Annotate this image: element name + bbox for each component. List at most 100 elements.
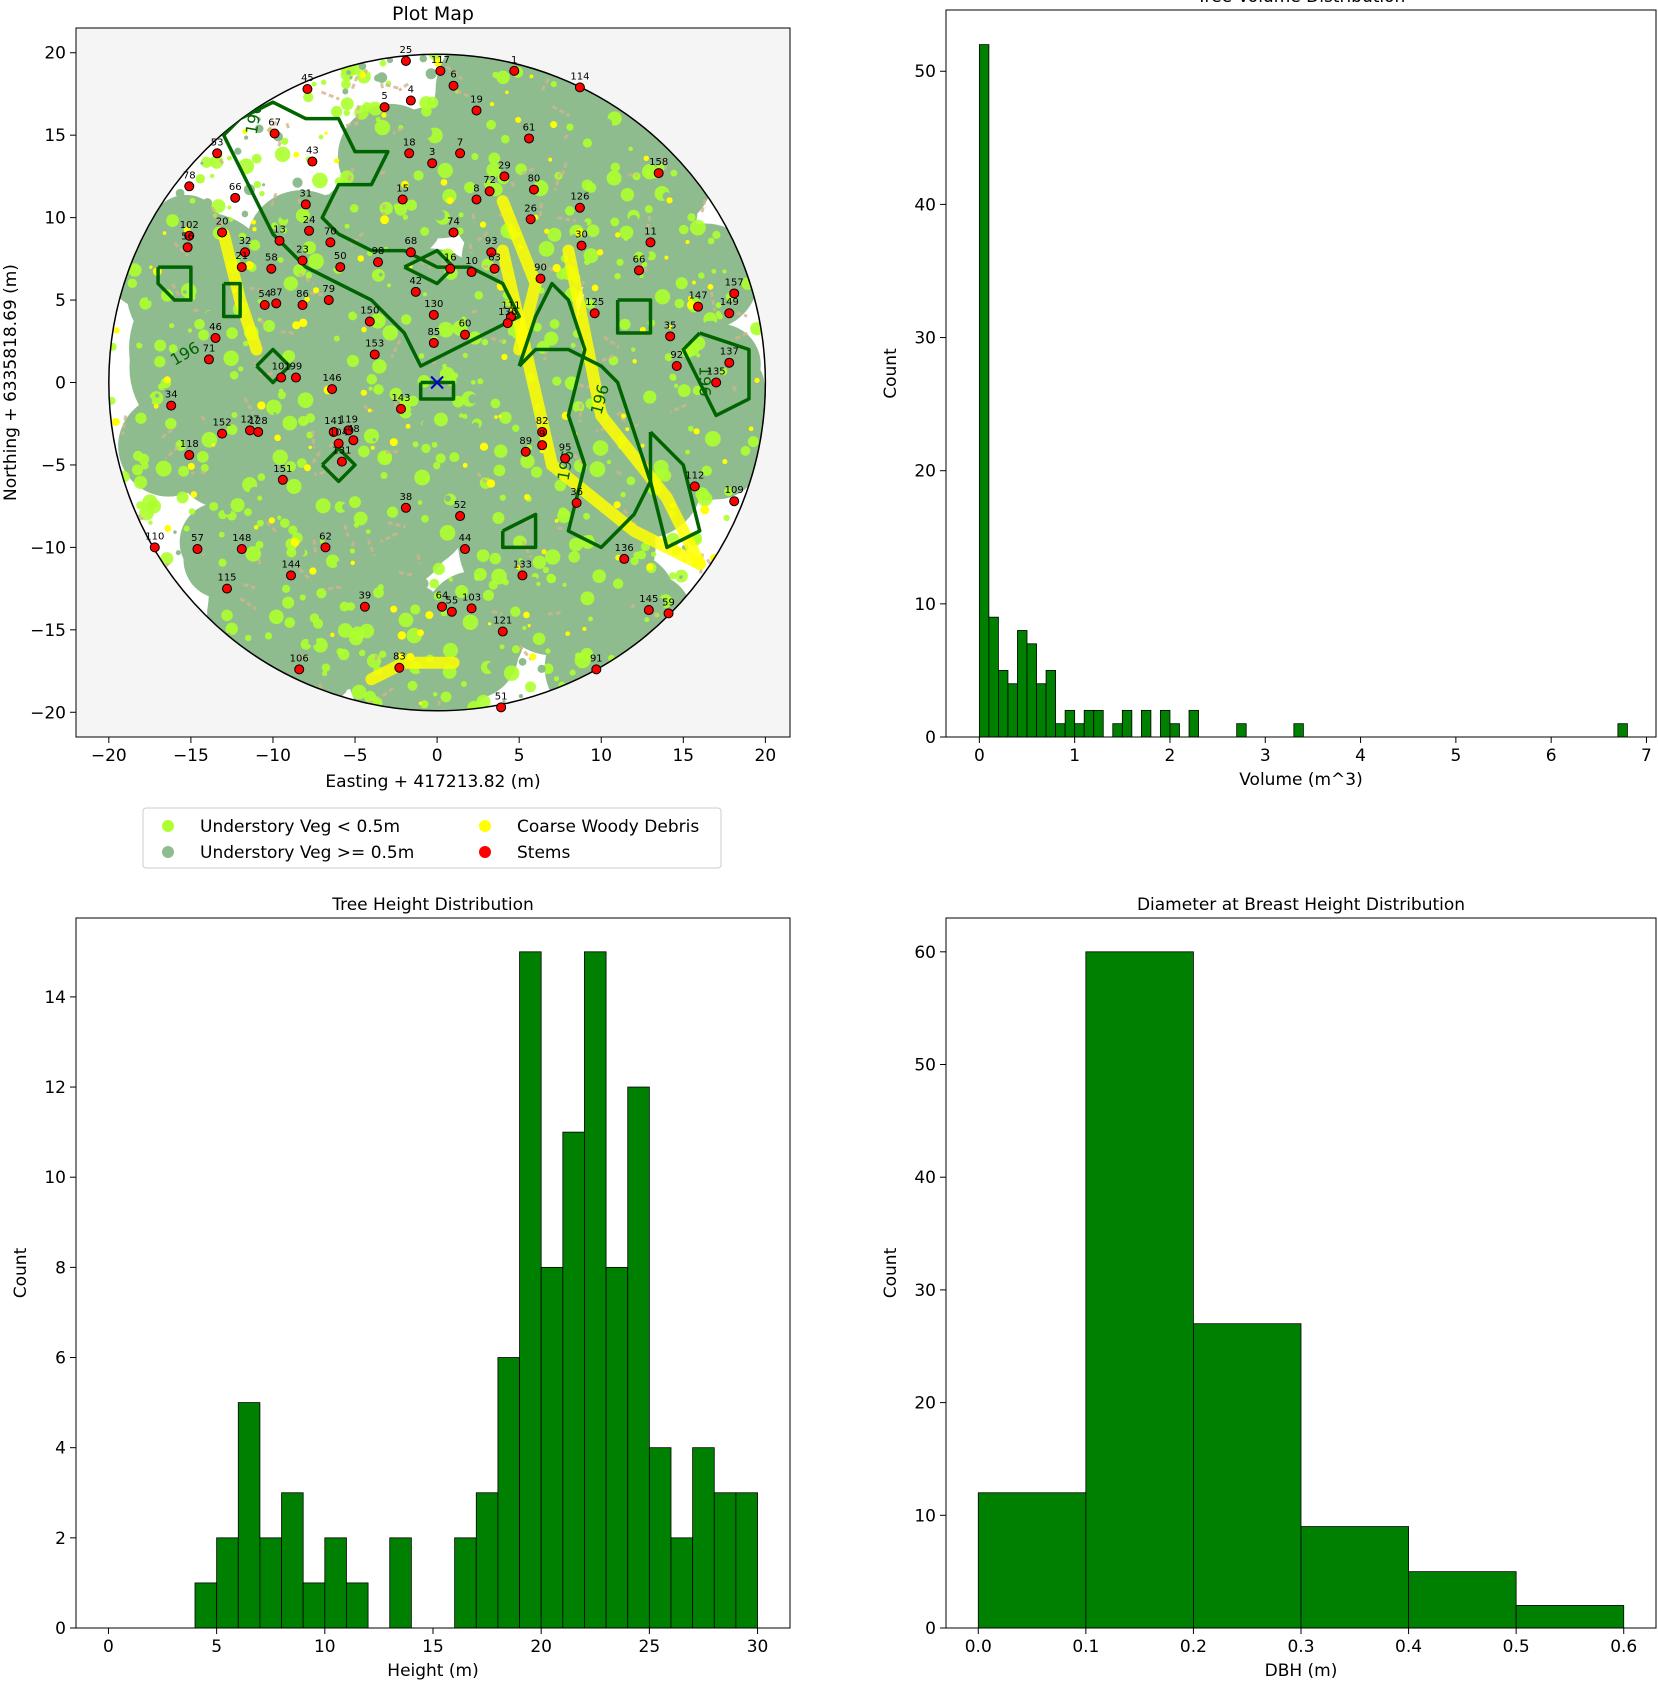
understory-high-speck — [602, 118, 613, 129]
understory-high-speck — [518, 658, 527, 666]
understory-low-patch — [451, 372, 459, 380]
understory-high-speck — [254, 124, 264, 134]
stem-marker — [404, 148, 415, 159]
understory-low-patch — [357, 445, 370, 458]
understory-low-patch — [442, 363, 447, 369]
trail-mark — [259, 318, 268, 328]
histogram-bar — [302, 1582, 326, 1629]
understory-low-patch — [439, 367, 455, 382]
y-tick-label: 2 — [55, 1529, 66, 1549]
understory-high-speck — [434, 209, 445, 221]
understory-high-speck — [353, 303, 364, 315]
stem-marker — [325, 237, 336, 248]
understory-high-speck — [712, 362, 723, 373]
understory-high-speck — [580, 563, 584, 567]
coarse-woody-debris-speck — [359, 71, 366, 79]
understory-low-patch — [433, 591, 443, 601]
stem-label: 141 — [324, 416, 343, 427]
trail-mark — [125, 514, 142, 521]
understory-low-patch — [139, 297, 152, 310]
stem-marker — [427, 158, 438, 169]
stem-label: 48 — [347, 424, 360, 435]
stem-label: 6 — [450, 70, 456, 81]
understory-high-speck — [663, 402, 670, 410]
understory-high-speck — [175, 550, 181, 556]
stem-label: 126 — [570, 192, 589, 203]
understory-low-patch — [501, 134, 510, 144]
understory-low-patch — [566, 123, 574, 131]
y-tick-label: 6 — [55, 1349, 66, 1369]
understory-low-patch — [707, 237, 715, 245]
understory-low-patch — [313, 637, 328, 653]
understory-low-patch — [295, 208, 310, 223]
understory-low-patch — [283, 276, 298, 291]
understory-low-patch — [467, 700, 481, 711]
stem-marker — [435, 65, 446, 76]
understory-low-patch — [209, 173, 215, 179]
tree-volume-x-ticks: 0 1 2 3 4 5 6 7 — [974, 737, 1652, 766]
understory-low-patch — [585, 182, 597, 193]
trail-mark — [200, 469, 209, 477]
understory-low-patch — [211, 199, 226, 214]
trail-mark — [253, 356, 264, 367]
y-tick-label: −20 — [30, 703, 66, 723]
coarse-woody-debris-speck — [350, 560, 355, 566]
y-tick-label: 30 — [914, 329, 936, 349]
understory-low-patch — [518, 558, 523, 563]
understory-low-patch — [349, 548, 356, 554]
y-tick-label: 4 — [55, 1439, 66, 1459]
understory-high-speck — [229, 456, 234, 461]
stem-marker — [369, 349, 380, 360]
understory-high-speck — [292, 177, 303, 188]
stem-label: 80 — [528, 174, 541, 185]
stem-marker — [359, 601, 370, 612]
tree-volume-x-label: Volume (m^3) — [1239, 770, 1363, 790]
understory-high-speck — [334, 360, 344, 370]
stem-label: 21 — [235, 251, 248, 262]
understory-high-speck — [202, 198, 213, 208]
understory-low-patch — [659, 469, 672, 482]
stem-marker — [328, 426, 339, 437]
understory-low-patch — [589, 461, 606, 478]
histogram-bar — [648, 1447, 672, 1629]
stem-label: 89 — [519, 436, 532, 447]
understory-low-patch — [520, 454, 535, 469]
x-tick-label: 10 — [314, 1637, 336, 1657]
trail-mark — [285, 122, 291, 130]
understory-low-patch — [568, 537, 583, 552]
understory-high-speck — [537, 664, 546, 673]
stem-label: 55 — [446, 596, 459, 607]
understory-high-speck — [661, 410, 672, 422]
trail-mark — [343, 524, 350, 537]
coarse-woody-debris-speck — [153, 403, 159, 409]
understory-high-speck — [606, 642, 613, 649]
stem-marker — [210, 332, 221, 343]
understory-low-patch — [264, 632, 273, 640]
understory-low-patch — [685, 449, 690, 455]
understory-high-speck — [583, 221, 587, 226]
understory-low-patch — [511, 645, 520, 654]
coarse-woody-debris-speck — [692, 280, 696, 285]
understory-high-speck — [421, 420, 429, 428]
plot-map-x-ticks: −20 −15 −10 −5 0 5 10 15 20 — [91, 737, 776, 766]
x-tick-label: 6 — [1546, 746, 1557, 766]
stem-label: 157 — [725, 277, 744, 288]
stem-marker — [343, 425, 354, 436]
stem-label: 144 — [281, 559, 300, 570]
stem-label: 66 — [229, 182, 242, 193]
stem-marker — [520, 446, 531, 457]
stem-label: 54 — [258, 289, 271, 300]
understory-low-patch — [133, 475, 148, 489]
understory-low-patch — [464, 181, 476, 194]
stem-marker — [455, 511, 466, 522]
understory-high-speck — [154, 245, 166, 257]
stem-label: 86 — [296, 289, 309, 300]
trail-mark — [171, 283, 182, 300]
trail-mark — [311, 451, 322, 465]
understory-high-speck — [540, 210, 550, 220]
understory-low-patch — [296, 458, 307, 469]
histogram-bar — [194, 1582, 218, 1629]
understory-low-patch — [585, 299, 596, 310]
tree-volume-axes: 0 1 2 3 4 5 6 7 0 10 20 30 40 50 Tree Volume Distribut… — [881, 0, 1657, 790]
dbh-y-label: Count — [881, 1247, 901, 1298]
